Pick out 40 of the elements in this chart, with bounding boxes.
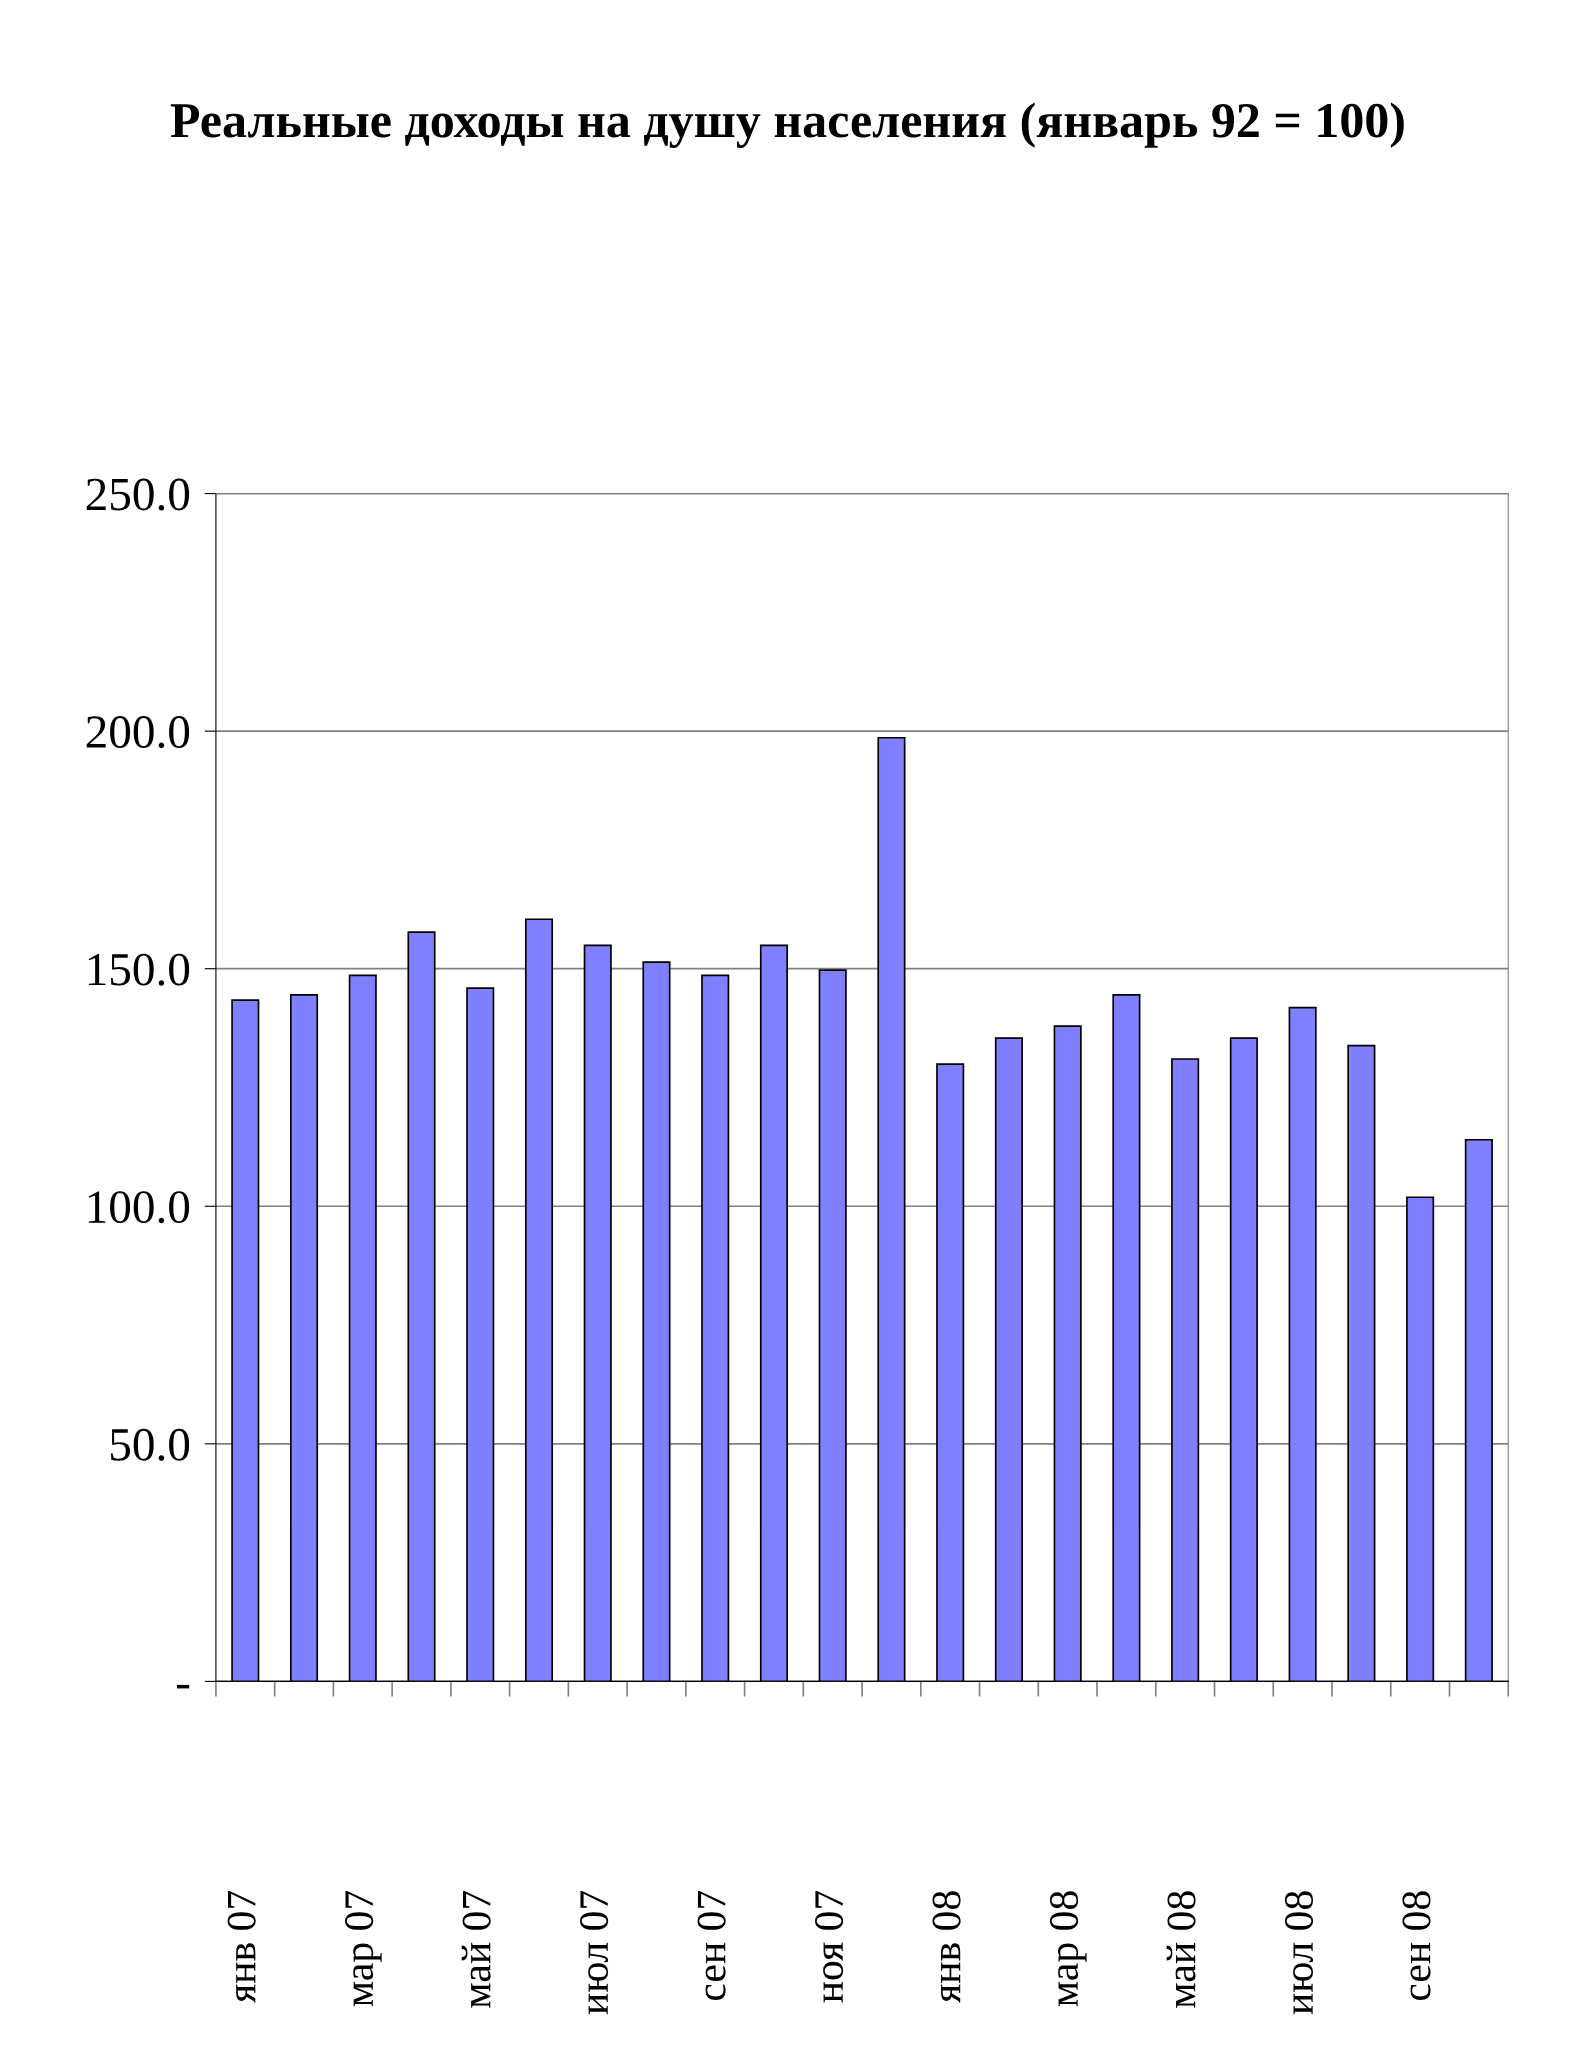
x-tick-label: сен 08 — [1402, 1891, 1431, 2001]
x-tick-label: ноя 07 — [815, 1890, 844, 2003]
bar — [994, 1037, 1023, 1682]
y-tick-label: - — [176, 1684, 190, 1689]
x-tick-label: сен 07 — [697, 1890, 726, 2001]
x-tick-label: май 08 — [1166, 1891, 1196, 2008]
y-tick-label: 250.0 — [86, 478, 190, 511]
x-tick-label: июл 07 — [580, 1890, 609, 2015]
bar — [701, 974, 730, 1682]
y-tick-label: 100.0 — [88, 1191, 190, 1224]
x-tick-label: май 07 — [461, 1890, 491, 2008]
bar — [877, 736, 906, 1682]
y-tick-label: 50.0 — [111, 1428, 190, 1461]
bar — [1053, 1025, 1082, 1682]
x-tick-label: янв 08 — [932, 1891, 961, 2003]
y-tick-label: 200.0 — [86, 716, 190, 749]
x-tick-label: июл 08 — [1284, 1891, 1314, 2015]
bar — [289, 994, 319, 1682]
y-tick-label: 150.0 — [88, 953, 190, 986]
bar — [1171, 1058, 1200, 1682]
bar — [936, 1063, 965, 1682]
bar — [818, 969, 847, 1682]
bar — [1347, 1044, 1376, 1682]
bar — [407, 931, 436, 1682]
bar — [583, 944, 612, 1682]
bar — [231, 999, 260, 1682]
bar — [524, 918, 554, 1682]
x-tick-label: мар 07 — [345, 1890, 382, 2007]
bar — [1112, 994, 1141, 1682]
bar — [1464, 1138, 1493, 1682]
bar — [759, 944, 789, 1682]
x-tick-label: янв 07 — [227, 1890, 256, 2003]
bar — [1288, 1006, 1317, 1682]
bar — [1406, 1196, 1435, 1682]
chart-title: Реальные доходы на душу населения (январь 92 = 100) — [170, 102, 1404, 148]
bar — [642, 961, 671, 1682]
bar — [1229, 1037, 1258, 1682]
bar — [466, 987, 495, 1682]
x-tick-label: мар 08 — [1049, 1891, 1087, 2007]
bar — [348, 974, 377, 1682]
